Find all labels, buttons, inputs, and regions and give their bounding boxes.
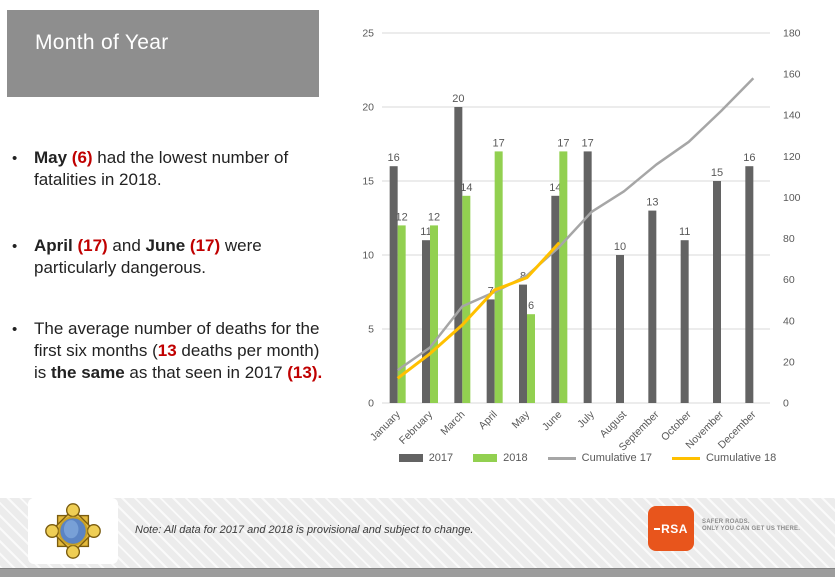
svg-text:25: 25 [362,28,374,40]
footnote: Note: All data for 2017 and 2018 is prov… [135,524,474,536]
svg-text:15: 15 [362,176,374,188]
svg-text:5: 5 [368,324,374,336]
text-segment: (17) [189,236,221,255]
svg-text:14: 14 [460,182,472,194]
legend-swatch-icon [671,456,700,460]
rsa-tagline-line2: ONLY YOU CAN GET US THERE. [702,526,801,532]
svg-text:11: 11 [679,226,690,238]
legend-swatch-icon [473,454,498,462]
rsa-logo: RSA [648,506,694,551]
legend-label: Cumulative 18 [705,452,777,464]
svg-text:7: 7 [488,285,494,297]
garda-crest-icon [45,503,101,559]
svg-text:160: 160 [783,69,801,81]
svg-text:140: 140 [783,110,801,122]
svg-text:11: 11 [420,226,431,238]
svg-text:July: July [575,408,597,430]
svg-text:60: 60 [783,274,795,286]
bottom-bar [0,568,835,577]
legend-label: Cumulative 17 [581,452,652,464]
svg-text:February: February [397,408,436,447]
bullet-marker: • [12,238,18,255]
bullet-item-3: • The average number of deaths for the f… [12,318,334,384]
text-segment: (17) [77,236,108,255]
svg-text:17: 17 [582,137,594,149]
svg-text:March: March [438,409,467,438]
text-segment: had the lowest number of fatalities in 2… [34,148,289,189]
svg-text:40: 40 [783,315,795,327]
bullet-marker: • [12,150,18,167]
rsa-tagline: SAFER ROADS. ONLY YOU CAN GET US THERE. [702,519,800,533]
svg-text:80: 80 [783,233,795,245]
legend-swatch-icon [547,456,576,460]
text-segment: May [34,148,72,167]
svg-text:17: 17 [557,137,569,149]
text-segment: The average number of deaths for the fir… [34,319,320,360]
svg-text:14: 14 [549,182,561,194]
svg-text:13: 13 [646,197,658,209]
fatalities-by-month-chart: 0 5 10 15 20 25 0 20 40 60 80 100 120 140 160 180 Januar… [340,12,835,453]
text-segment: June [145,236,190,255]
garda-logo [28,498,118,564]
svg-text:0: 0 [368,398,374,410]
rsa-dash-icon [654,528,661,531]
svg-text:180: 180 [783,28,801,40]
svg-text:0: 0 [783,398,789,410]
bullet-item-1: • May (6) had the lowest number of fatal… [12,147,334,191]
svg-text:17: 17 [493,137,505,149]
svg-text:May: May [510,408,533,431]
bullet-text-2: April (17) and June (17) were particular… [34,235,334,279]
legend-item-cumulative-17: Cumulative 17 [547,452,652,464]
legend-item-2017: 2017 [398,452,454,464]
svg-text:August: August [598,409,630,441]
svg-text:16: 16 [743,152,755,164]
text-segment: (13). [287,363,323,382]
svg-text:20: 20 [452,93,464,105]
rsa-logo-text: RSA [654,522,688,536]
slide-title: Month of Year [35,31,169,54]
text-segment: deaths per month) is [34,341,320,382]
text-segment: (6) [71,148,93,167]
svg-text:20: 20 [362,102,374,114]
text-segment: as that seen in 2017 [124,363,288,382]
slide-title-box: Month of Year [7,10,319,97]
svg-text:April: April [476,409,499,432]
bullet-text-3: The average number of deaths for the fir… [34,318,334,384]
svg-text:100: 100 [783,192,801,204]
footer-band: Note: All data for 2017 and 2018 is prov… [0,498,835,568]
text-segment: and [107,236,146,255]
svg-text:12: 12 [428,211,440,223]
chart-legend: 2017 2018 Cumulative 17 Cumulative 18 [340,452,835,464]
legend-item-2018: 2018 [473,452,528,464]
legend-label: 2017 [428,452,454,464]
svg-text:6: 6 [528,300,534,312]
text-segment: the same [51,363,125,382]
svg-text:10: 10 [614,241,626,253]
legend-item-cumulative-18: Cumulative 18 [671,452,777,464]
svg-text:15: 15 [711,167,723,179]
bullet-item-2: • April (17) and June (17) were particul… [12,235,334,279]
svg-text:120: 120 [783,151,801,163]
text-segment: 13 [157,341,177,360]
bullet-marker: • [12,321,18,338]
legend-swatch-icon [398,454,423,462]
svg-text:20: 20 [783,356,795,368]
svg-text:12: 12 [396,211,408,223]
svg-text:10: 10 [362,250,374,262]
text-segment: April [34,236,78,255]
bullet-text-1: May (6) had the lowest number of fatalit… [34,147,334,191]
legend-label: 2018 [503,452,528,464]
text-segment: were particularly dangerous. [34,236,262,277]
svg-text:16: 16 [388,152,400,164]
rsa-tagline-line1: SAFER ROADS. [702,519,750,525]
combo-chart-svg: 0510152025020406080100120140160180Januar… [362,28,801,453]
svg-text:June: June [540,409,565,434]
